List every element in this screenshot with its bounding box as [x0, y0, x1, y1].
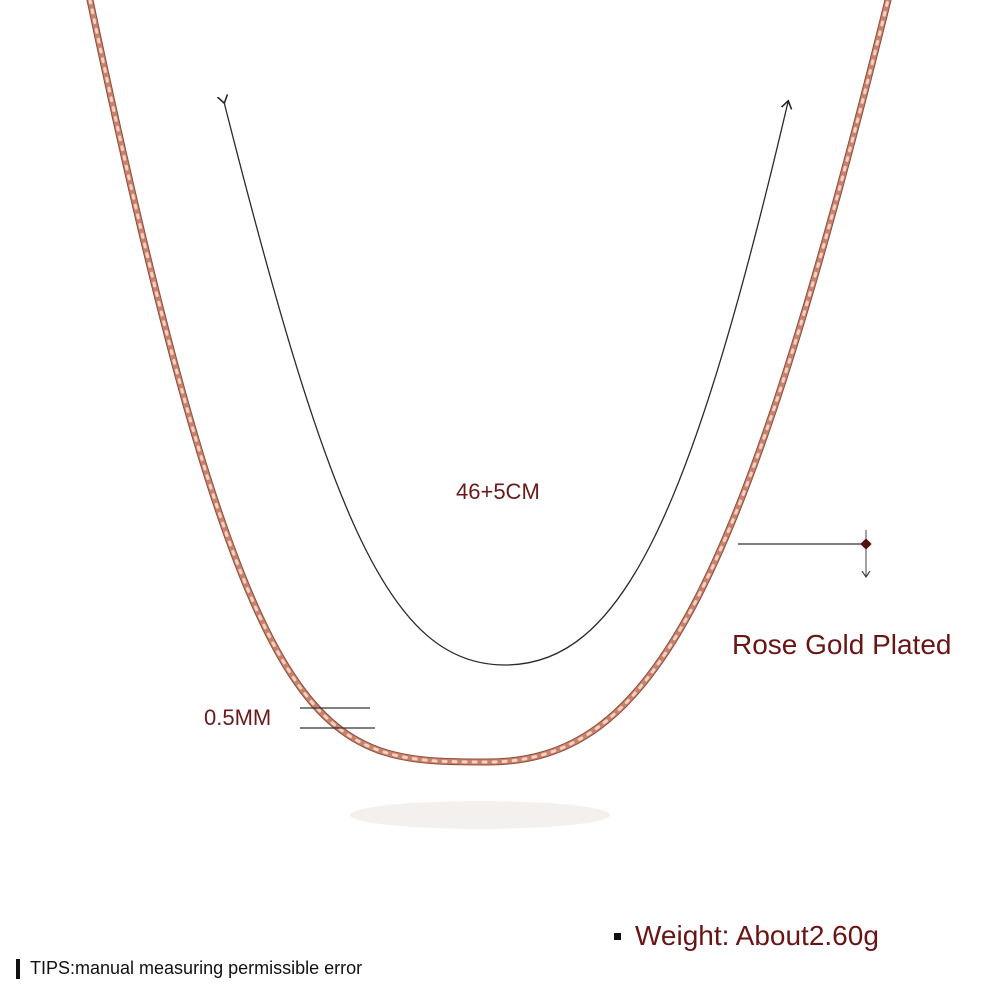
- length-guide-curve: [224, 102, 788, 666]
- chain-reflection: [350, 801, 610, 829]
- plating-marker-diamond: [860, 538, 872, 550]
- weight-row: Weight: About2.60g: [614, 920, 879, 952]
- tips-bar-icon: [16, 958, 20, 979]
- tips-text: TIPS:manual measuring permissible error: [30, 958, 363, 978]
- plating-label: Rose Gold Plated: [732, 629, 952, 660]
- weight-label: Weight: About2.60g: [635, 920, 879, 951]
- tips-row: TIPS:manual measuring permissible error: [16, 958, 362, 979]
- bullet-icon: [614, 932, 621, 940]
- length-label: 46+5CM: [456, 479, 540, 504]
- rose-gold-chain: [86, 0, 892, 766]
- thickness-label: 0.5MM: [204, 705, 272, 730]
